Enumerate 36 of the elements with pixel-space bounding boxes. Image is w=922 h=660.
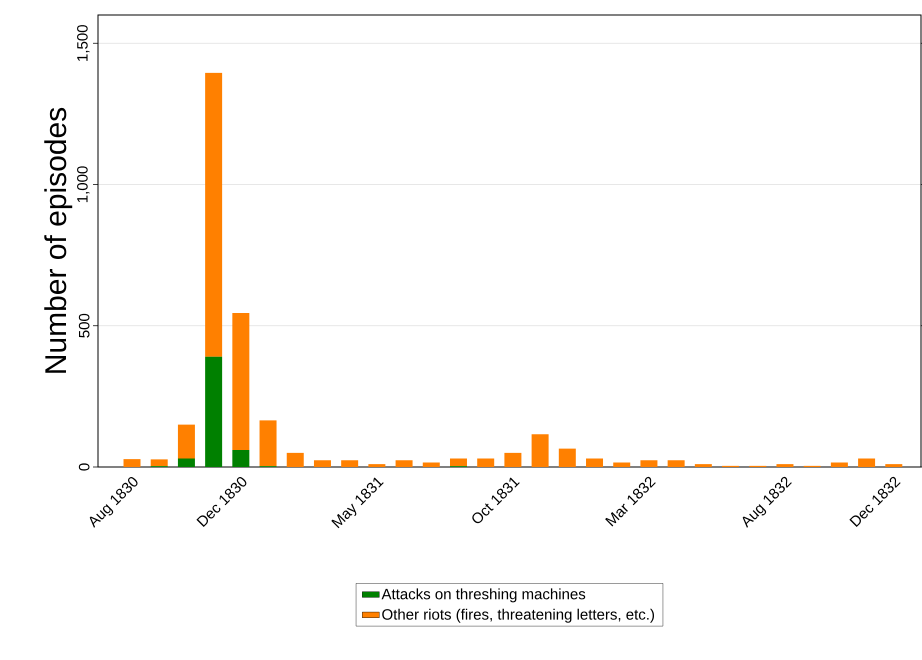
bar — [286, 452, 304, 467]
bar — [694, 464, 712, 467]
legend-label: Other riots (fires, threatening letters, etc.) — [382, 608, 654, 623]
bar — [178, 458, 195, 467]
bar — [396, 460, 413, 467]
bar — [368, 464, 386, 467]
bar — [613, 462, 630, 467]
y-tick-label: 500 — [78, 314, 90, 338]
bar — [450, 458, 467, 466]
bar — [150, 459, 168, 466]
bar — [314, 460, 331, 467]
bar — [586, 458, 604, 467]
bar — [532, 434, 549, 467]
bar — [178, 424, 195, 459]
bar — [205, 72, 222, 357]
bar — [885, 464, 902, 467]
bar — [205, 356, 222, 467]
bar — [232, 313, 250, 450]
bar — [422, 462, 440, 467]
bar — [124, 459, 141, 467]
bar — [260, 420, 277, 466]
bar — [776, 464, 794, 467]
y-tick-label: 0 — [78, 463, 90, 471]
bar — [341, 460, 358, 467]
y-tick-label: 1,500 — [77, 25, 90, 61]
y-tick-label: 1,000 — [77, 166, 90, 202]
bar — [504, 452, 522, 467]
bar — [640, 460, 658, 467]
bar — [858, 458, 876, 467]
bar — [232, 450, 250, 467]
bar — [830, 462, 848, 467]
bar — [477, 458, 494, 467]
legend-label: Attacks on threshing machines — [382, 588, 586, 602]
bar — [558, 448, 576, 467]
bar — [668, 460, 685, 467]
y-axis-title: Number of episodes — [44, 108, 72, 373]
